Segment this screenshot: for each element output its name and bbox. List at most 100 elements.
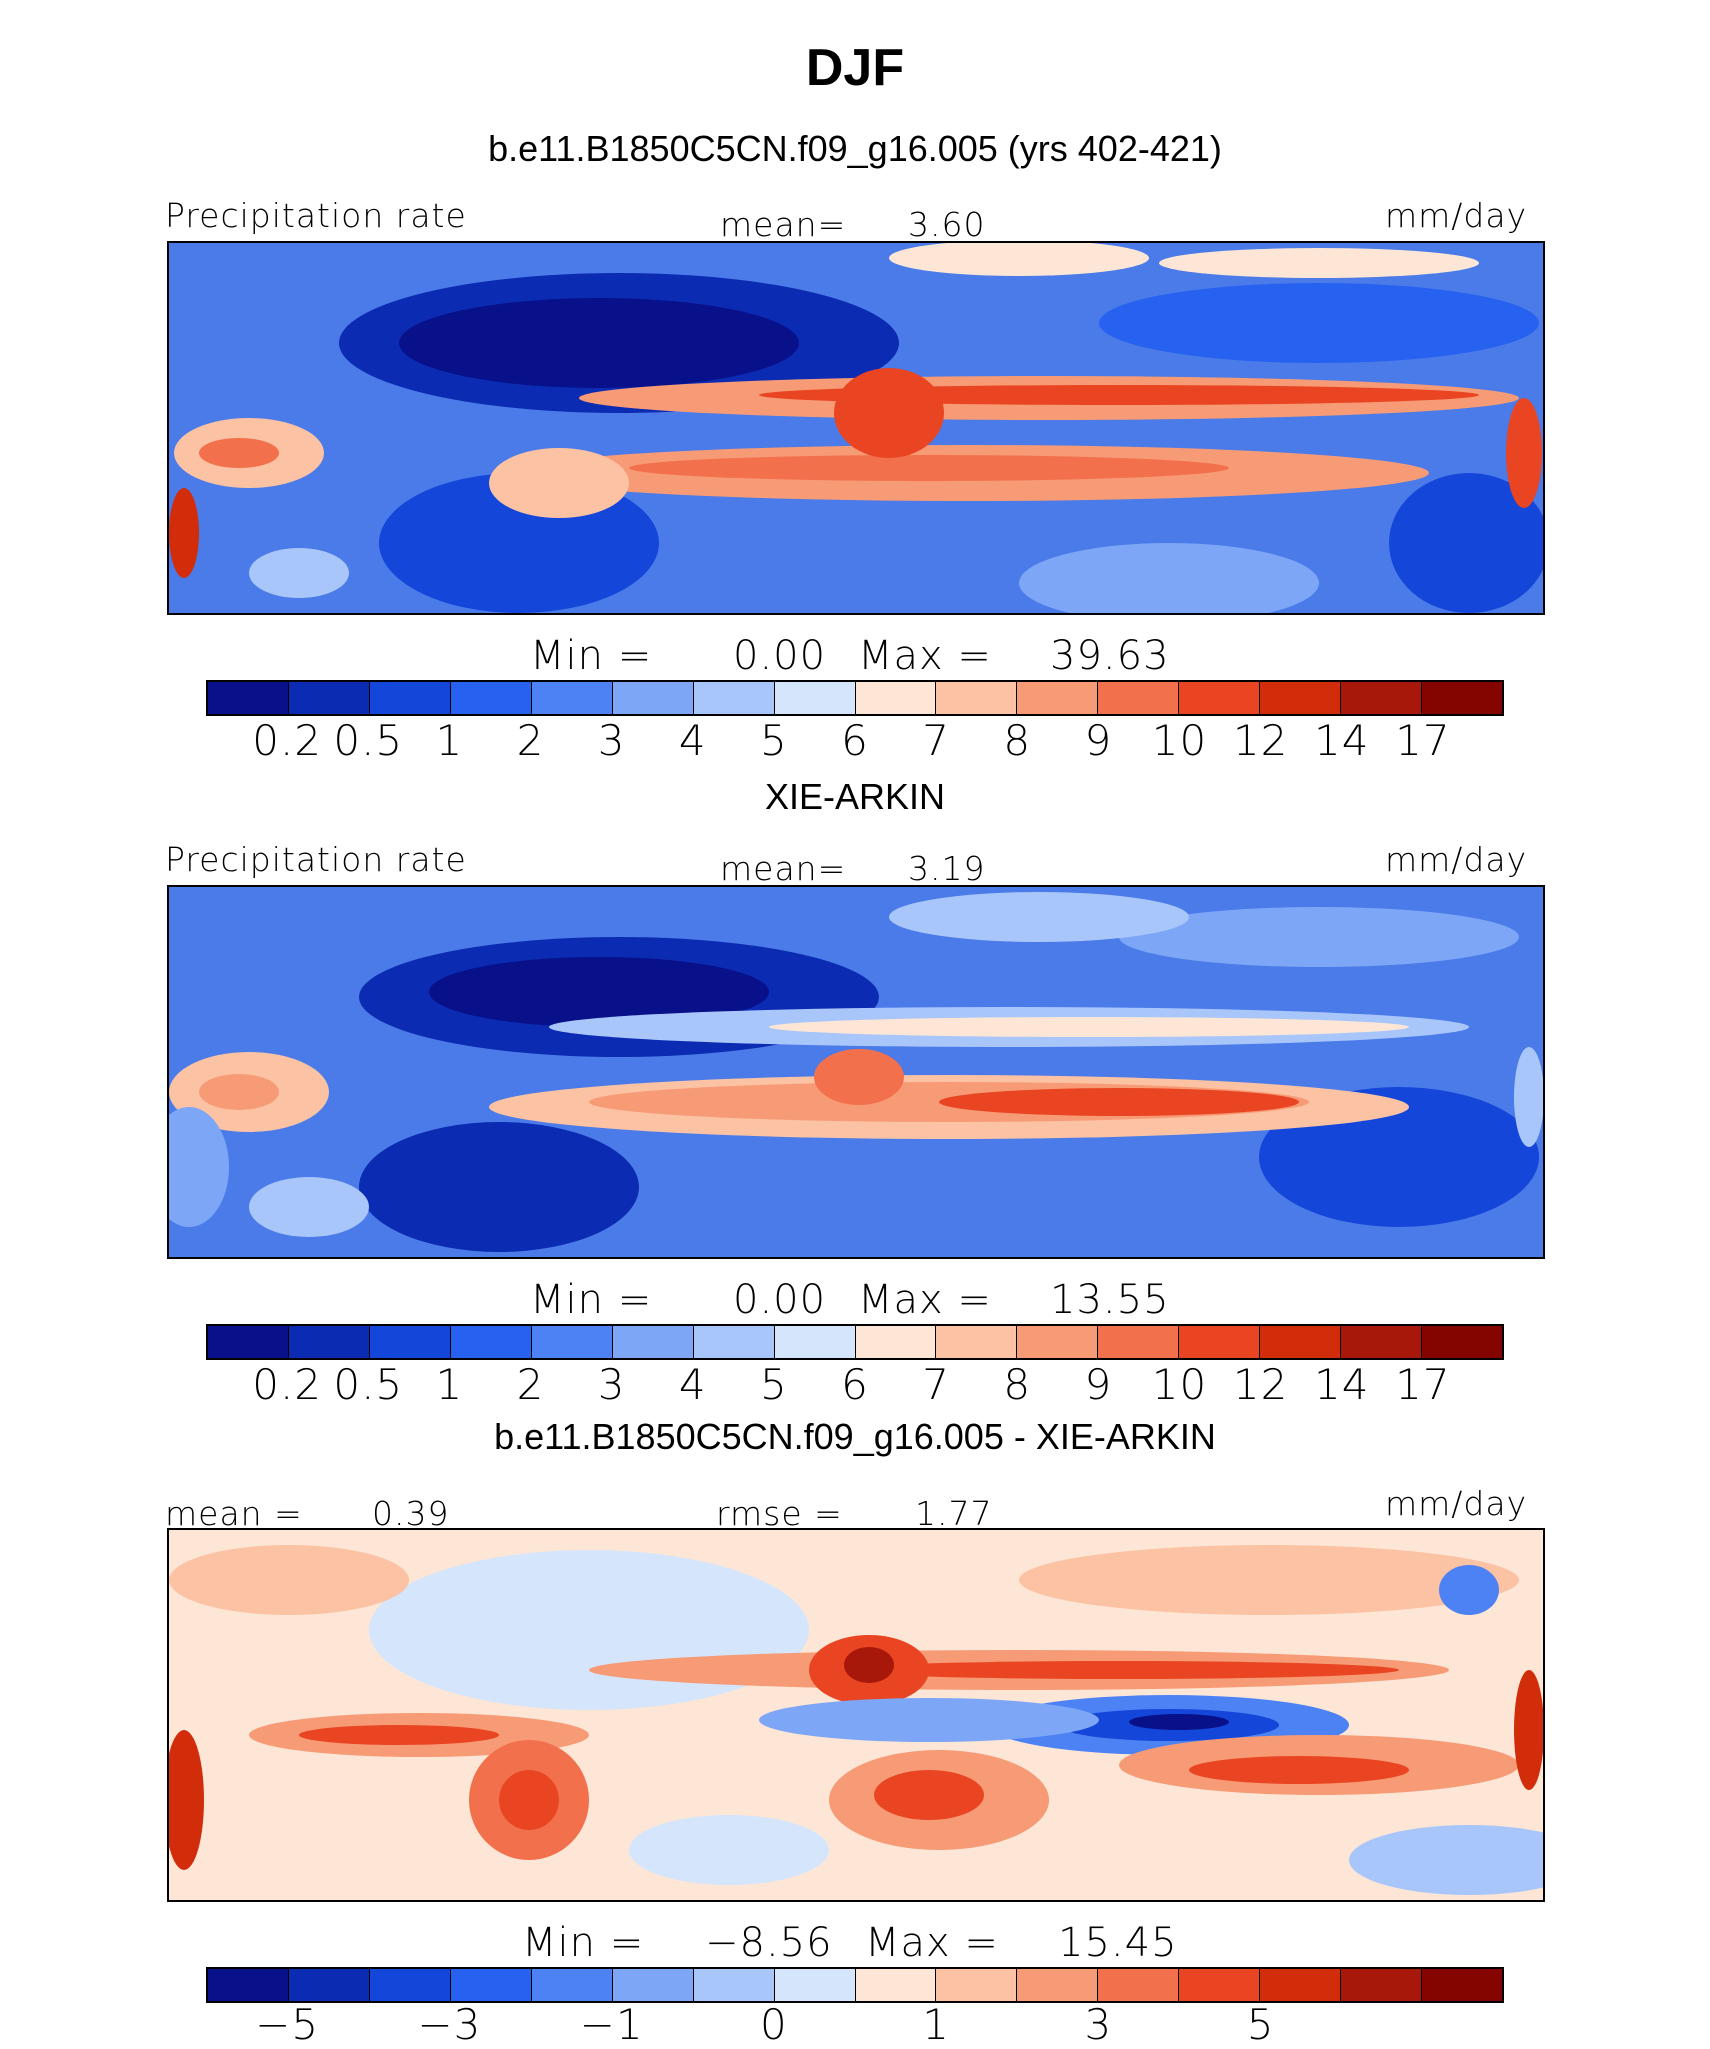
- colorbar-swatch: [369, 682, 451, 714]
- colorbar-tick-label: −5: [255, 2000, 320, 2049]
- panel-model-min-label: Min =: [530, 633, 653, 679]
- panel-model-max-value: 39.63: [1050, 633, 1170, 679]
- colorbar-tick-label: 1: [435, 716, 464, 765]
- colorbar-tick-label: 0.2: [252, 1360, 323, 1409]
- colorbar-tick-label: 14: [1314, 716, 1370, 765]
- panel-diff-units: mm/day: [1385, 1484, 1528, 1523]
- colorbar-tick-label: 3: [597, 716, 626, 765]
- colorbar-tick-label: 10: [1151, 716, 1208, 765]
- colorbar-tick-label: 0.2: [252, 716, 323, 765]
- panel-model-units: mm/day: [1385, 196, 1528, 235]
- colorbar-swatch: [208, 682, 289, 714]
- panel-diff-mean-label: mean =: [165, 1494, 303, 1533]
- panel-diff-title: b.e11.B1850C5CN.f09_g16.005 - XIE-ARKIN: [494, 1416, 1216, 1457]
- panel-obs-colorbar-ticks: 0.2 0.5 1 2 3 4 5 6 7 8 9 10 12 14 17: [206, 1360, 1504, 1410]
- panel-model-mean-label: mean=: [720, 205, 847, 244]
- colorbar-swatch: [450, 1326, 532, 1358]
- colorbar-swatch: [1260, 1326, 1342, 1358]
- colorbar-swatch: [1422, 682, 1502, 714]
- colorbar-swatch: [693, 1969, 775, 2001]
- panel-obs-min-label: Min =: [530, 1277, 653, 1323]
- colorbar-swatch: [450, 682, 532, 714]
- colorbar-tick-label: 2: [516, 1360, 545, 1409]
- colorbar-tick-label: 8: [1003, 1360, 1032, 1409]
- colorbar-swatch: [531, 682, 613, 714]
- colorbar-swatch: [1422, 1326, 1502, 1358]
- colorbar-tick-label: 14: [1314, 1360, 1370, 1409]
- panel-model-colorbar-ticks: 0.2 0.5 1 2 3 4 5 6 7 8 9 10 12 14 17: [206, 716, 1504, 766]
- colorbar-swatch: [693, 1326, 775, 1358]
- colorbar-swatch: [936, 1326, 1018, 1358]
- colorbar-swatch: [1098, 1969, 1180, 2001]
- colorbar-swatch: [1017, 682, 1099, 714]
- colorbar-swatch: [936, 682, 1018, 714]
- panel-obs-variable-label: Precipitation rate: [165, 840, 467, 879]
- colorbar-swatch: [1098, 1326, 1180, 1358]
- colorbar-swatch: [1260, 682, 1342, 714]
- panel-model-variable-label: Precipitation rate: [165, 196, 467, 235]
- colorbar-tick-label: 0: [760, 2000, 788, 2049]
- panel-diff-max-value: 15.45: [1058, 1920, 1178, 1966]
- figure-title: DJF: [805, 39, 905, 97]
- colorbar-tick-label: 3: [1084, 2000, 1113, 2049]
- colorbar-tick-label: 0.5: [333, 716, 404, 765]
- colorbar-tick-label: 0.5: [333, 1360, 404, 1409]
- colorbar-tick-label: 3: [597, 1360, 626, 1409]
- panel-obs-title: XIE-ARKIN: [764, 776, 946, 817]
- panel-model-field: [169, 243, 1543, 613]
- colorbar-tick-label: 9: [1084, 1360, 1113, 1409]
- colorbar-swatch: [1341, 682, 1423, 714]
- colorbar-swatch: [1098, 682, 1180, 714]
- colorbar-swatch: [288, 1969, 370, 2001]
- colorbar-swatch: [208, 1969, 289, 2001]
- colorbar-swatch: [1179, 1969, 1261, 2001]
- panel-diff-rmse-label: rmse =: [716, 1494, 843, 1533]
- panel-obs-min-value: 0.00: [733, 1277, 827, 1323]
- colorbar-swatch: [693, 682, 775, 714]
- colorbar-tick-label: 5: [760, 1360, 788, 1409]
- colorbar-swatch: [288, 1326, 370, 1358]
- panel-obs-colorbar: [206, 1324, 1504, 1360]
- colorbar-tick-label: 10: [1151, 1360, 1208, 1409]
- panel-diff-rmse-value: 1.77: [915, 1494, 993, 1533]
- panel-obs-field: [169, 887, 1543, 1257]
- panel-obs-max-label: Max =: [858, 1277, 992, 1323]
- colorbar-swatch: [855, 1969, 937, 2001]
- colorbar-swatch: [1341, 1969, 1423, 2001]
- colorbar-swatch: [208, 1326, 289, 1358]
- panel-model-max-label: Max =: [858, 633, 992, 679]
- panel-obs-map: [167, 885, 1545, 1259]
- colorbar-swatch: [288, 682, 370, 714]
- colorbar-tick-label: 12: [1232, 716, 1289, 765]
- panel-diff-field: [169, 1530, 1543, 1900]
- panel-obs-units: mm/day: [1385, 840, 1528, 879]
- colorbar-tick-label: −1: [579, 2000, 644, 2049]
- colorbar-swatch: [1422, 1969, 1502, 2001]
- colorbar-tick-label: 1: [435, 1360, 464, 1409]
- colorbar-swatch: [612, 682, 694, 714]
- colorbar-tick-label: 9: [1084, 716, 1113, 765]
- colorbar-tick-label: 2: [516, 716, 545, 765]
- panel-model-map: [167, 241, 1545, 615]
- panel-diff-map: [167, 1528, 1545, 1902]
- colorbar-swatch: [774, 682, 856, 714]
- panel-model-mean-value: 3.60: [908, 205, 986, 244]
- colorbar-tick-label: 4: [678, 716, 707, 765]
- colorbar-swatch: [855, 682, 937, 714]
- panel-model-colorbar: [206, 680, 1504, 716]
- colorbar-swatch: [369, 1326, 451, 1358]
- colorbar-swatch: [1260, 1969, 1342, 2001]
- colorbar-swatch: [1179, 1326, 1261, 1358]
- panel-diff-colorbar-ticks: −5 −3 −1 0 1 3 5: [206, 2000, 1504, 2049]
- colorbar-swatch: [855, 1326, 937, 1358]
- panel-obs-mean-value: 3.19: [908, 849, 986, 888]
- colorbar-tick-label: 12: [1232, 1360, 1289, 1409]
- colorbar-tick-label: 6: [841, 716, 869, 765]
- colorbar-tick-label: 5: [760, 716, 788, 765]
- panel-model-title: b.e11.B1850C5CN.f09_g16.005 (yrs 402-421…: [488, 128, 1222, 169]
- panel-diff-min-label: Min =: [522, 1920, 645, 1966]
- colorbar-tick-label: 17: [1395, 716, 1451, 765]
- colorbar-swatch: [936, 1969, 1018, 2001]
- colorbar-swatch: [1017, 1326, 1099, 1358]
- colorbar-tick-label: 6: [841, 1360, 869, 1409]
